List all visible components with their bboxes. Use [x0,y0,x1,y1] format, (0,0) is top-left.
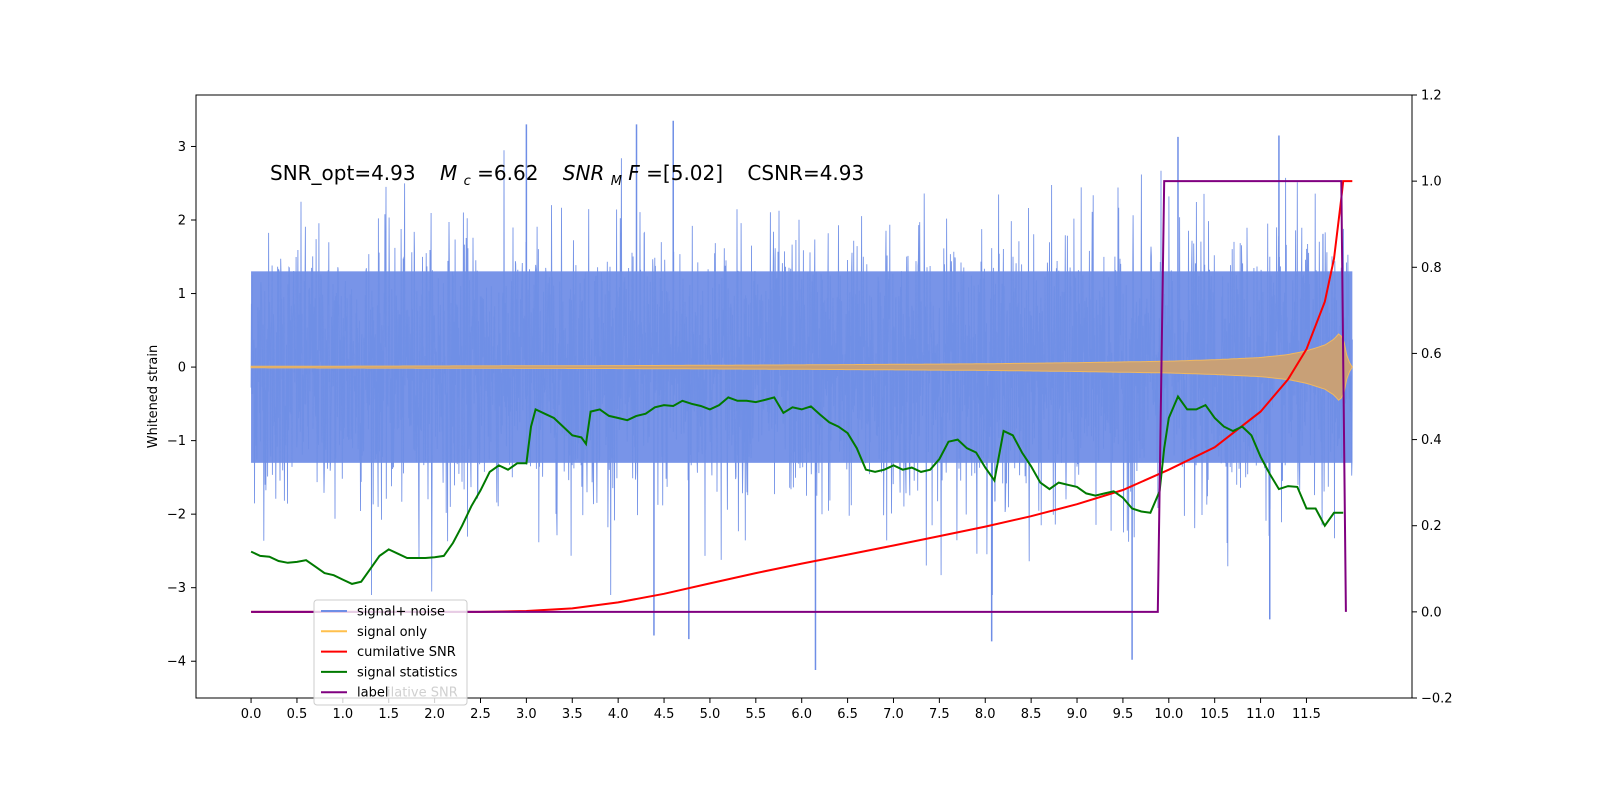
x-tick-label: 8.0 [975,707,996,722]
legend-label: signal statistics [357,665,458,680]
x-tick-label: 4.5 [654,707,675,722]
annotation-snrmf-value: =[5.02] [646,161,723,185]
x-tick-label: 1.5 [378,707,399,722]
x-tick-label: 8.5 [1021,707,1042,722]
legend-label: label [357,686,388,701]
x-tick-label: 7.0 [883,707,904,722]
annotation-snrmf-sub: M [611,174,622,189]
x-tick-label: 9.5 [1113,707,1134,722]
legend: signal+ noise signal only cumilative SNR si… [313,599,468,706]
y-tick-label-right: 0.6 [1421,347,1442,362]
x-tick-label: 5.0 [700,707,721,722]
legend-label: signal only [357,625,427,640]
y-tick-label-left: −3 [167,581,186,596]
y-tick-label-left: 2 [178,214,186,229]
y-tick-label-left: 1 [178,287,186,302]
legend-label: cumilative SNR [357,645,456,660]
left-y-axis: −4 −3 −2 −1 0 1 2 3 [167,140,196,670]
x-tick-label: 4.0 [608,707,629,722]
plot-frame [195,94,1413,699]
annotation-snrmf-tail: F [628,161,640,185]
signal-statistics-line [250,394,1344,585]
x-tick-label: 10.0 [1154,707,1183,722]
signal-only-series [250,333,1353,401]
right-y-axis: −0.2 0.0 0.2 0.4 0.6 0.8 1.0 1.2 [1412,89,1453,707]
x-tick-label: 3.5 [562,707,583,722]
annotation-mc-symbol: M [440,161,457,185]
x-tick-label: 6.0 [791,707,812,722]
x-tick-label: 5.5 [745,707,766,722]
x-tick-label: 11.5 [1292,707,1321,722]
x-tick-label: 9.0 [1067,707,1088,722]
y-tick-label-left: 0 [178,361,186,376]
y-tick-label-right: 0.4 [1421,433,1442,448]
x-tick-label: 2.0 [424,707,445,722]
x-tick-label: 7.5 [929,707,950,722]
y-axis-label-left: Whitened strain [146,345,161,448]
line-series-group [250,180,1353,613]
y-tick-label-right: 0.8 [1421,261,1442,276]
y-tick-label-right: 1.2 [1421,89,1442,104]
signal-only-envelope [250,333,1353,401]
y-tick-label-left: −1 [167,434,186,449]
legend-ghost-text: ilative SNR [387,686,458,701]
x-tick-label: 2.5 [470,707,491,722]
cumilative-snr-line [251,180,1353,613]
y-tick-label-right: 0.0 [1421,605,1442,620]
legend-label: signal+ noise [357,605,445,620]
annotation-csnr: CSNR=4.93 [747,161,864,185]
y-tick-label-right: −0.2 [1421,692,1453,707]
x-tick-label: 0.0 [241,707,262,722]
x-tick-label: 6.5 [837,707,858,722]
signal-noise-line [250,150,1353,596]
x-tick-label: 1.0 [332,707,353,722]
annotation-mc-sub: c [464,174,471,189]
x-tick-label: 0.5 [287,707,308,722]
legend-box [313,599,468,706]
y-tick-label-left: −4 [167,655,186,670]
x-tick-label: 10.5 [1200,707,1229,722]
x-tick-label: 3.0 [516,707,537,722]
signal-noise-series [250,120,1353,671]
y-tick-label-left: −2 [167,508,186,523]
annotation-mc-value: =6.62 [477,161,538,185]
y-tick-label-right: 0.2 [1421,519,1442,534]
label-line [251,180,1347,613]
y-tick-label-right: 1.0 [1421,175,1442,190]
annotation-snr-opt: SNR_opt=4.93 [270,161,416,185]
x-tick-label: 11.0 [1246,707,1275,722]
annotation-snrmf-symbol: SNR [563,161,605,185]
y-tick-label-left: 3 [178,140,186,155]
x-axis: 0.0 0.5 1.0 1.5 2.0 2.5 3.0 3.5 4.0 4.5 5.0 5.5 6.0 6… [241,698,1321,722]
snr-annotation: SNR_opt=4.93 M c =6.62 SNR M F =[5.02] C… [270,161,864,190]
